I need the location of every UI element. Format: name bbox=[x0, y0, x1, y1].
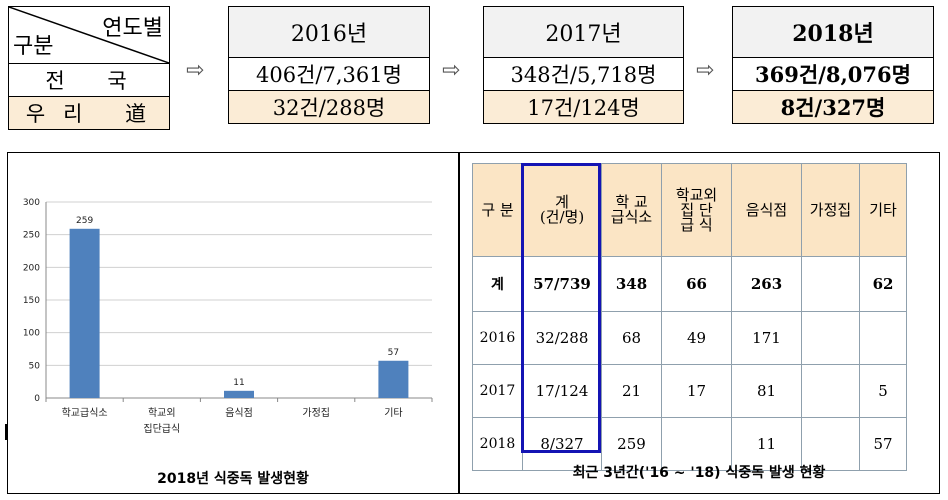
bar bbox=[69, 228, 100, 398]
column-header: 기타 bbox=[859, 163, 907, 257]
column-header-line: 급식소 bbox=[610, 208, 653, 226]
table-cell: 57 bbox=[859, 417, 907, 471]
table-row: 2016 32/288 68 49 171 bbox=[472, 311, 907, 365]
row-label-national: 전 국 bbox=[8, 63, 170, 97]
row-header-cell: 2018 bbox=[472, 417, 523, 471]
y-tick-label: 100 bbox=[23, 329, 40, 339]
column-header-line: 구 분 bbox=[481, 200, 514, 219]
table-cell: 49 bbox=[661, 311, 732, 365]
table-cell: 81 bbox=[731, 364, 802, 418]
x-tick-label: 기타 bbox=[384, 407, 402, 419]
column-header-line: 가정집 bbox=[809, 200, 852, 219]
column-header-line: 급 식 bbox=[680, 215, 713, 234]
column-header: 학 교 급식소 bbox=[601, 163, 662, 257]
table-cell: 32/288 bbox=[522, 311, 602, 365]
table-cell bbox=[801, 311, 860, 365]
y-tick-label: 250 bbox=[23, 231, 40, 241]
chart-caption: 2018년 식중독 발생현황 bbox=[157, 471, 309, 487]
column-header-line: (건/명) bbox=[539, 208, 585, 226]
row-header-cell: 2017 bbox=[472, 364, 523, 418]
data-label: 11 bbox=[233, 378, 244, 388]
column-header: 계 (건/명) bbox=[522, 163, 602, 257]
row-header-cell: 계 bbox=[472, 256, 523, 312]
y-tick-label: 200 bbox=[23, 263, 40, 273]
column-header-line: 음식점 bbox=[745, 200, 788, 219]
summary-category-table: 연도별 구분 전 국 우리 道 bbox=[8, 6, 170, 130]
y-tick-label: 300 bbox=[23, 198, 40, 208]
table-cell: 5 bbox=[859, 364, 907, 418]
table-cell bbox=[801, 364, 860, 418]
regional-value: 32건/288명 bbox=[228, 90, 430, 124]
column-header: 구 분 bbox=[472, 163, 523, 257]
table-cell: 17 bbox=[661, 364, 732, 418]
x-tick-label: 음식점 bbox=[225, 407, 253, 419]
x-tick-label: 학교급식소 bbox=[62, 407, 108, 419]
column-header-line: 학교외 bbox=[675, 185, 718, 204]
table-cell: 171 bbox=[731, 311, 802, 365]
row-header-cell: 2016 bbox=[472, 311, 523, 365]
row-label-regional: 우리 道 bbox=[8, 96, 170, 130]
year-header: 2018년 bbox=[732, 6, 934, 58]
table-caption: 최근 3년간('16 ~ '18) 식중독 발생 현황 bbox=[572, 465, 826, 481]
table-cell bbox=[801, 417, 860, 471]
table-row: 계 57/739 348 66 263 62 bbox=[472, 256, 907, 312]
table-cell: 21 bbox=[601, 364, 662, 418]
summary-year-2016: 2016년 406건/7,361명 32건/288명 bbox=[228, 6, 430, 124]
regional-value: 8건/327명 bbox=[732, 90, 934, 124]
table-cell: 17/124 bbox=[522, 364, 602, 418]
x-tick-label: 학교외 bbox=[148, 407, 176, 419]
table-cell: 57/739 bbox=[522, 256, 602, 312]
arrow-right-icon: ⇨ bbox=[442, 58, 461, 83]
arrow-right-icon: ⇨ bbox=[696, 58, 715, 83]
column-header-line: 집 단 bbox=[680, 200, 713, 219]
national-value: 348건/5,718명 bbox=[483, 57, 684, 91]
summary-year-2017: 2017년 348건/5,718명 17건/124명 bbox=[483, 6, 684, 124]
table-cell bbox=[801, 256, 860, 312]
column-header: 가정집 bbox=[801, 163, 860, 257]
table-cell: 62 bbox=[859, 256, 907, 312]
year-header: 2017년 bbox=[483, 6, 684, 58]
summary-corner-header: 연도별 구분 bbox=[8, 6, 170, 64]
table-cell: 348 bbox=[601, 256, 662, 312]
column-header-line: 계 bbox=[555, 193, 569, 211]
table-row: 2017 17/124 21 17 81 5 bbox=[472, 364, 907, 418]
table-cell bbox=[859, 311, 907, 365]
table-row: 2018 8/327 259 11 57 bbox=[472, 417, 907, 471]
diagonal-line bbox=[9, 7, 169, 63]
table-cell bbox=[661, 417, 732, 471]
x-tick-label: 가정집 bbox=[302, 407, 330, 419]
x-tick-label: 집단급식 bbox=[143, 423, 180, 435]
header-years-label: 연도별 bbox=[102, 16, 163, 41]
y-tick-label: 150 bbox=[23, 296, 40, 306]
table-cell: 66 bbox=[661, 256, 732, 312]
year-header: 2016년 bbox=[228, 6, 430, 58]
panel-divider bbox=[458, 152, 460, 494]
table-cell: 68 bbox=[601, 311, 662, 365]
national-value: 369건/8,076명 bbox=[732, 57, 934, 91]
y-tick-label: 50 bbox=[29, 361, 41, 371]
y-tick-label: 0 bbox=[34, 394, 40, 404]
column-header-line: 기타 bbox=[869, 200, 897, 219]
table-cell: 259 bbox=[601, 417, 662, 471]
arrow-right-icon: ⇨ bbox=[186, 58, 205, 83]
table-cell: 263 bbox=[731, 256, 802, 312]
column-header: 음식점 bbox=[731, 163, 802, 257]
text-cursor bbox=[5, 424, 7, 440]
header-category-label: 구분 bbox=[13, 34, 54, 59]
bar bbox=[224, 390, 254, 398]
data-label: 57 bbox=[388, 348, 399, 358]
summary-year-2018: 2018년 369건/8,076명 8건/327명 bbox=[732, 6, 934, 124]
regional-value: 17건/124명 bbox=[483, 90, 684, 124]
bottom-panel-frame bbox=[7, 152, 940, 494]
bar bbox=[378, 360, 409, 398]
column-header-line: 학 교 bbox=[615, 193, 648, 211]
data-label: 259 bbox=[76, 216, 93, 226]
national-value: 406건/7,361명 bbox=[228, 57, 430, 91]
